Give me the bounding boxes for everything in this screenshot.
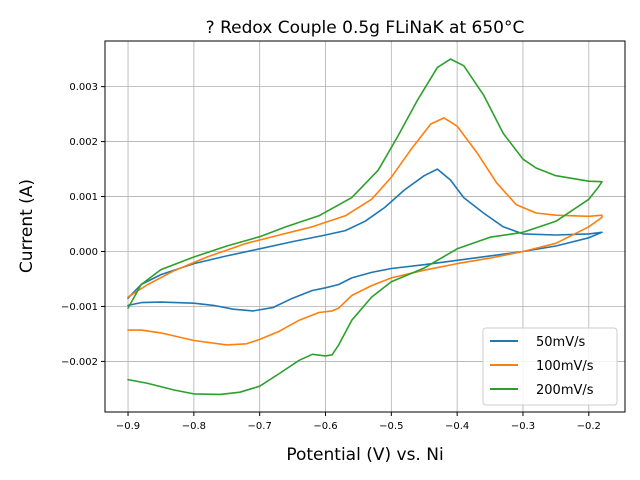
y-tick-label: 0.003 (69, 82, 98, 93)
y-axis-title: Current (A) (17, 179, 37, 273)
legend-label-200mvs: 200mV/s (536, 383, 594, 398)
x-tick-label: −0.7 (248, 421, 272, 432)
chart-title: ? Redox Couple 0.5g FLiNaK at 650°C (206, 18, 525, 38)
x-tick-label: −0.5 (379, 421, 403, 432)
legend: 50mV/s 100mV/s 200mV/s (482, 327, 618, 406)
legend-label-50mvs: 50mV/s (536, 335, 585, 350)
x-tick-label: −0.6 (313, 421, 337, 432)
ticks: −0.9 −0.8 −0.7 −0.6 −0.5 −0.4 −0.3 −0.2 −0.002 −0… (61, 82, 601, 432)
y-tick-label: −0.001 (61, 302, 98, 313)
y-tick-label: 0.001 (69, 192, 98, 203)
legend-box (482, 327, 618, 406)
y-tick-label: −0.002 (61, 357, 98, 368)
legend-label-100mvs: 100mV/s (536, 359, 594, 374)
x-tick-label: −0.8 (182, 421, 206, 432)
x-tick-label: −0.4 (445, 421, 469, 432)
grid (105, 41, 625, 412)
series-line-50mvs (127, 168, 603, 312)
plot-frame (104, 40, 626, 413)
x-tick-label: −0.9 (116, 421, 140, 432)
series-group (127, 58, 603, 396)
series-line-200mvs (127, 58, 603, 396)
x-tick-label: −0.3 (511, 421, 535, 432)
y-tick-label: 0.002 (69, 137, 98, 148)
x-tick-label: −0.2 (577, 421, 601, 432)
y-tick-label: 0.000 (69, 247, 98, 258)
x-axis-title: Potential (V) vs. Ni (286, 445, 443, 465)
series-line-100mvs (127, 117, 603, 346)
